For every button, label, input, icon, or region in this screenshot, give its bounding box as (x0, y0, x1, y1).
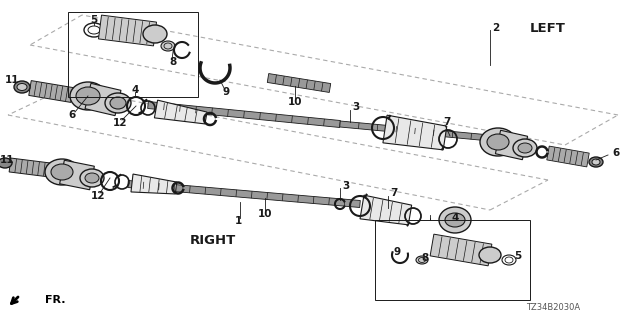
Ellipse shape (143, 25, 167, 43)
Ellipse shape (439, 207, 471, 233)
Ellipse shape (480, 128, 516, 156)
Polygon shape (360, 195, 412, 225)
Ellipse shape (445, 213, 465, 227)
Text: 12: 12 (113, 118, 127, 128)
Text: 9: 9 (223, 87, 230, 97)
Ellipse shape (76, 87, 100, 105)
Ellipse shape (110, 97, 126, 109)
Text: 1: 1 (234, 216, 242, 226)
Text: 5: 5 (514, 251, 521, 261)
Ellipse shape (479, 247, 501, 263)
Polygon shape (495, 130, 527, 160)
Polygon shape (383, 115, 447, 150)
Text: FR.: FR. (45, 295, 65, 305)
Ellipse shape (105, 93, 131, 113)
Polygon shape (154, 100, 207, 124)
Polygon shape (340, 121, 490, 141)
Polygon shape (148, 101, 340, 127)
Text: 9: 9 (394, 247, 401, 257)
Bar (68, 12, 198, 97)
Text: 10: 10 (258, 209, 272, 219)
Ellipse shape (589, 157, 603, 167)
Text: 11: 11 (4, 75, 19, 85)
Polygon shape (131, 174, 177, 194)
Text: 11: 11 (0, 155, 15, 165)
Polygon shape (60, 160, 94, 190)
Text: 3: 3 (342, 181, 349, 191)
Polygon shape (547, 146, 589, 167)
Ellipse shape (85, 173, 99, 183)
Ellipse shape (487, 134, 509, 150)
Text: 12: 12 (91, 191, 105, 201)
Polygon shape (268, 74, 331, 92)
Polygon shape (99, 15, 157, 46)
Text: 7: 7 (444, 117, 451, 127)
Ellipse shape (161, 41, 175, 51)
Text: LEFT: LEFT (530, 21, 566, 35)
Text: RIGHT: RIGHT (190, 234, 236, 246)
Bar (375, 220, 530, 300)
Ellipse shape (45, 159, 79, 185)
Polygon shape (430, 234, 492, 266)
Ellipse shape (416, 256, 428, 264)
Text: 4: 4 (131, 85, 139, 95)
Ellipse shape (0, 158, 12, 168)
Text: 4: 4 (451, 213, 459, 223)
Text: 5: 5 (90, 15, 98, 25)
Ellipse shape (513, 139, 537, 157)
Polygon shape (85, 83, 121, 116)
Polygon shape (128, 180, 360, 207)
Ellipse shape (80, 169, 104, 187)
Ellipse shape (518, 143, 532, 153)
Ellipse shape (70, 82, 106, 110)
Text: 8: 8 (170, 57, 177, 67)
Polygon shape (29, 81, 73, 102)
Ellipse shape (14, 81, 30, 93)
Text: 2: 2 (492, 23, 499, 33)
Text: 10: 10 (288, 97, 302, 107)
Ellipse shape (17, 84, 27, 91)
Ellipse shape (592, 159, 600, 165)
Polygon shape (9, 158, 51, 177)
Ellipse shape (51, 164, 73, 180)
Text: TZ34B2030A: TZ34B2030A (526, 303, 580, 312)
Text: 6: 6 (68, 110, 76, 120)
Text: 3: 3 (352, 102, 359, 112)
Text: 7: 7 (390, 188, 397, 198)
Text: 8: 8 (421, 253, 429, 263)
Text: 6: 6 (612, 148, 620, 158)
